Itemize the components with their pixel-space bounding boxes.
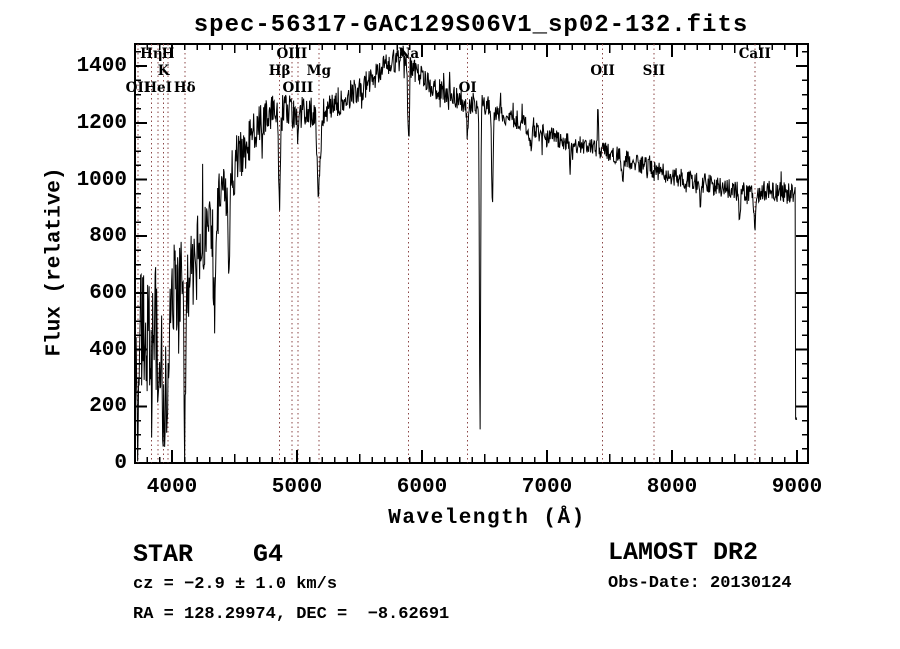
- plot-title: spec-56317-GAC129S06V1_sp02-132.fits: [193, 12, 749, 39]
- spectral-line-label: Hβ: [268, 63, 291, 79]
- spectral-line-label: OIII: [276, 46, 308, 62]
- spectral-line-label: CaII: [738, 46, 771, 62]
- x-tick-label: 5000: [271, 476, 323, 499]
- spectral-line-label: H: [161, 46, 175, 62]
- y-axis-title: Flux (relative): [43, 167, 67, 357]
- obs-date-text: Obs-Date: 20130124: [608, 574, 792, 593]
- spectral-line-label: OI: [458, 80, 477, 96]
- y-tick-label: 800: [89, 225, 127, 249]
- cz-velocity-text: cz = −2.9 ± 1.0 km/s: [133, 575, 338, 594]
- object-class-text: STAR G4: [133, 540, 284, 569]
- y-tick-label: 600: [89, 281, 127, 305]
- spectral-line-label: Hδ: [173, 80, 196, 96]
- ra-dec-text: RA = 128.29974, DEC = −8.62691: [133, 605, 450, 624]
- spectral-line-label: SII: [642, 63, 666, 79]
- spectral-line-label: Na: [398, 46, 420, 62]
- spectral-line-label: OIII: [282, 80, 314, 96]
- spectral-line-label: Mg: [306, 63, 332, 79]
- x-tick-label: 7000: [521, 476, 573, 499]
- y-tick-label: 1400: [76, 55, 127, 79]
- y-tick-label: 400: [89, 338, 127, 362]
- spectral-line-label: OII: [590, 63, 615, 79]
- y-tick-label: 0: [114, 452, 127, 475]
- y-tick-label: 200: [89, 395, 127, 419]
- x-tick-label: 9000: [771, 476, 823, 499]
- spectral-line-label: Hη: [140, 46, 163, 62]
- x-axis-title: Wavelength (Å): [388, 507, 586, 530]
- y-tick-label: 1000: [76, 168, 127, 192]
- spectral-line-label: OII: [125, 80, 151, 96]
- x-tick-label: 4000: [146, 476, 198, 499]
- y-tick-label: 1200: [76, 111, 127, 135]
- survey-release-text: LAMOST DR2: [608, 538, 759, 567]
- spectral-line-label: HeI: [144, 80, 172, 96]
- x-tick-label: 6000: [396, 476, 448, 499]
- x-tick-label: 8000: [646, 476, 698, 499]
- spectral-line-label: K: [157, 63, 170, 79]
